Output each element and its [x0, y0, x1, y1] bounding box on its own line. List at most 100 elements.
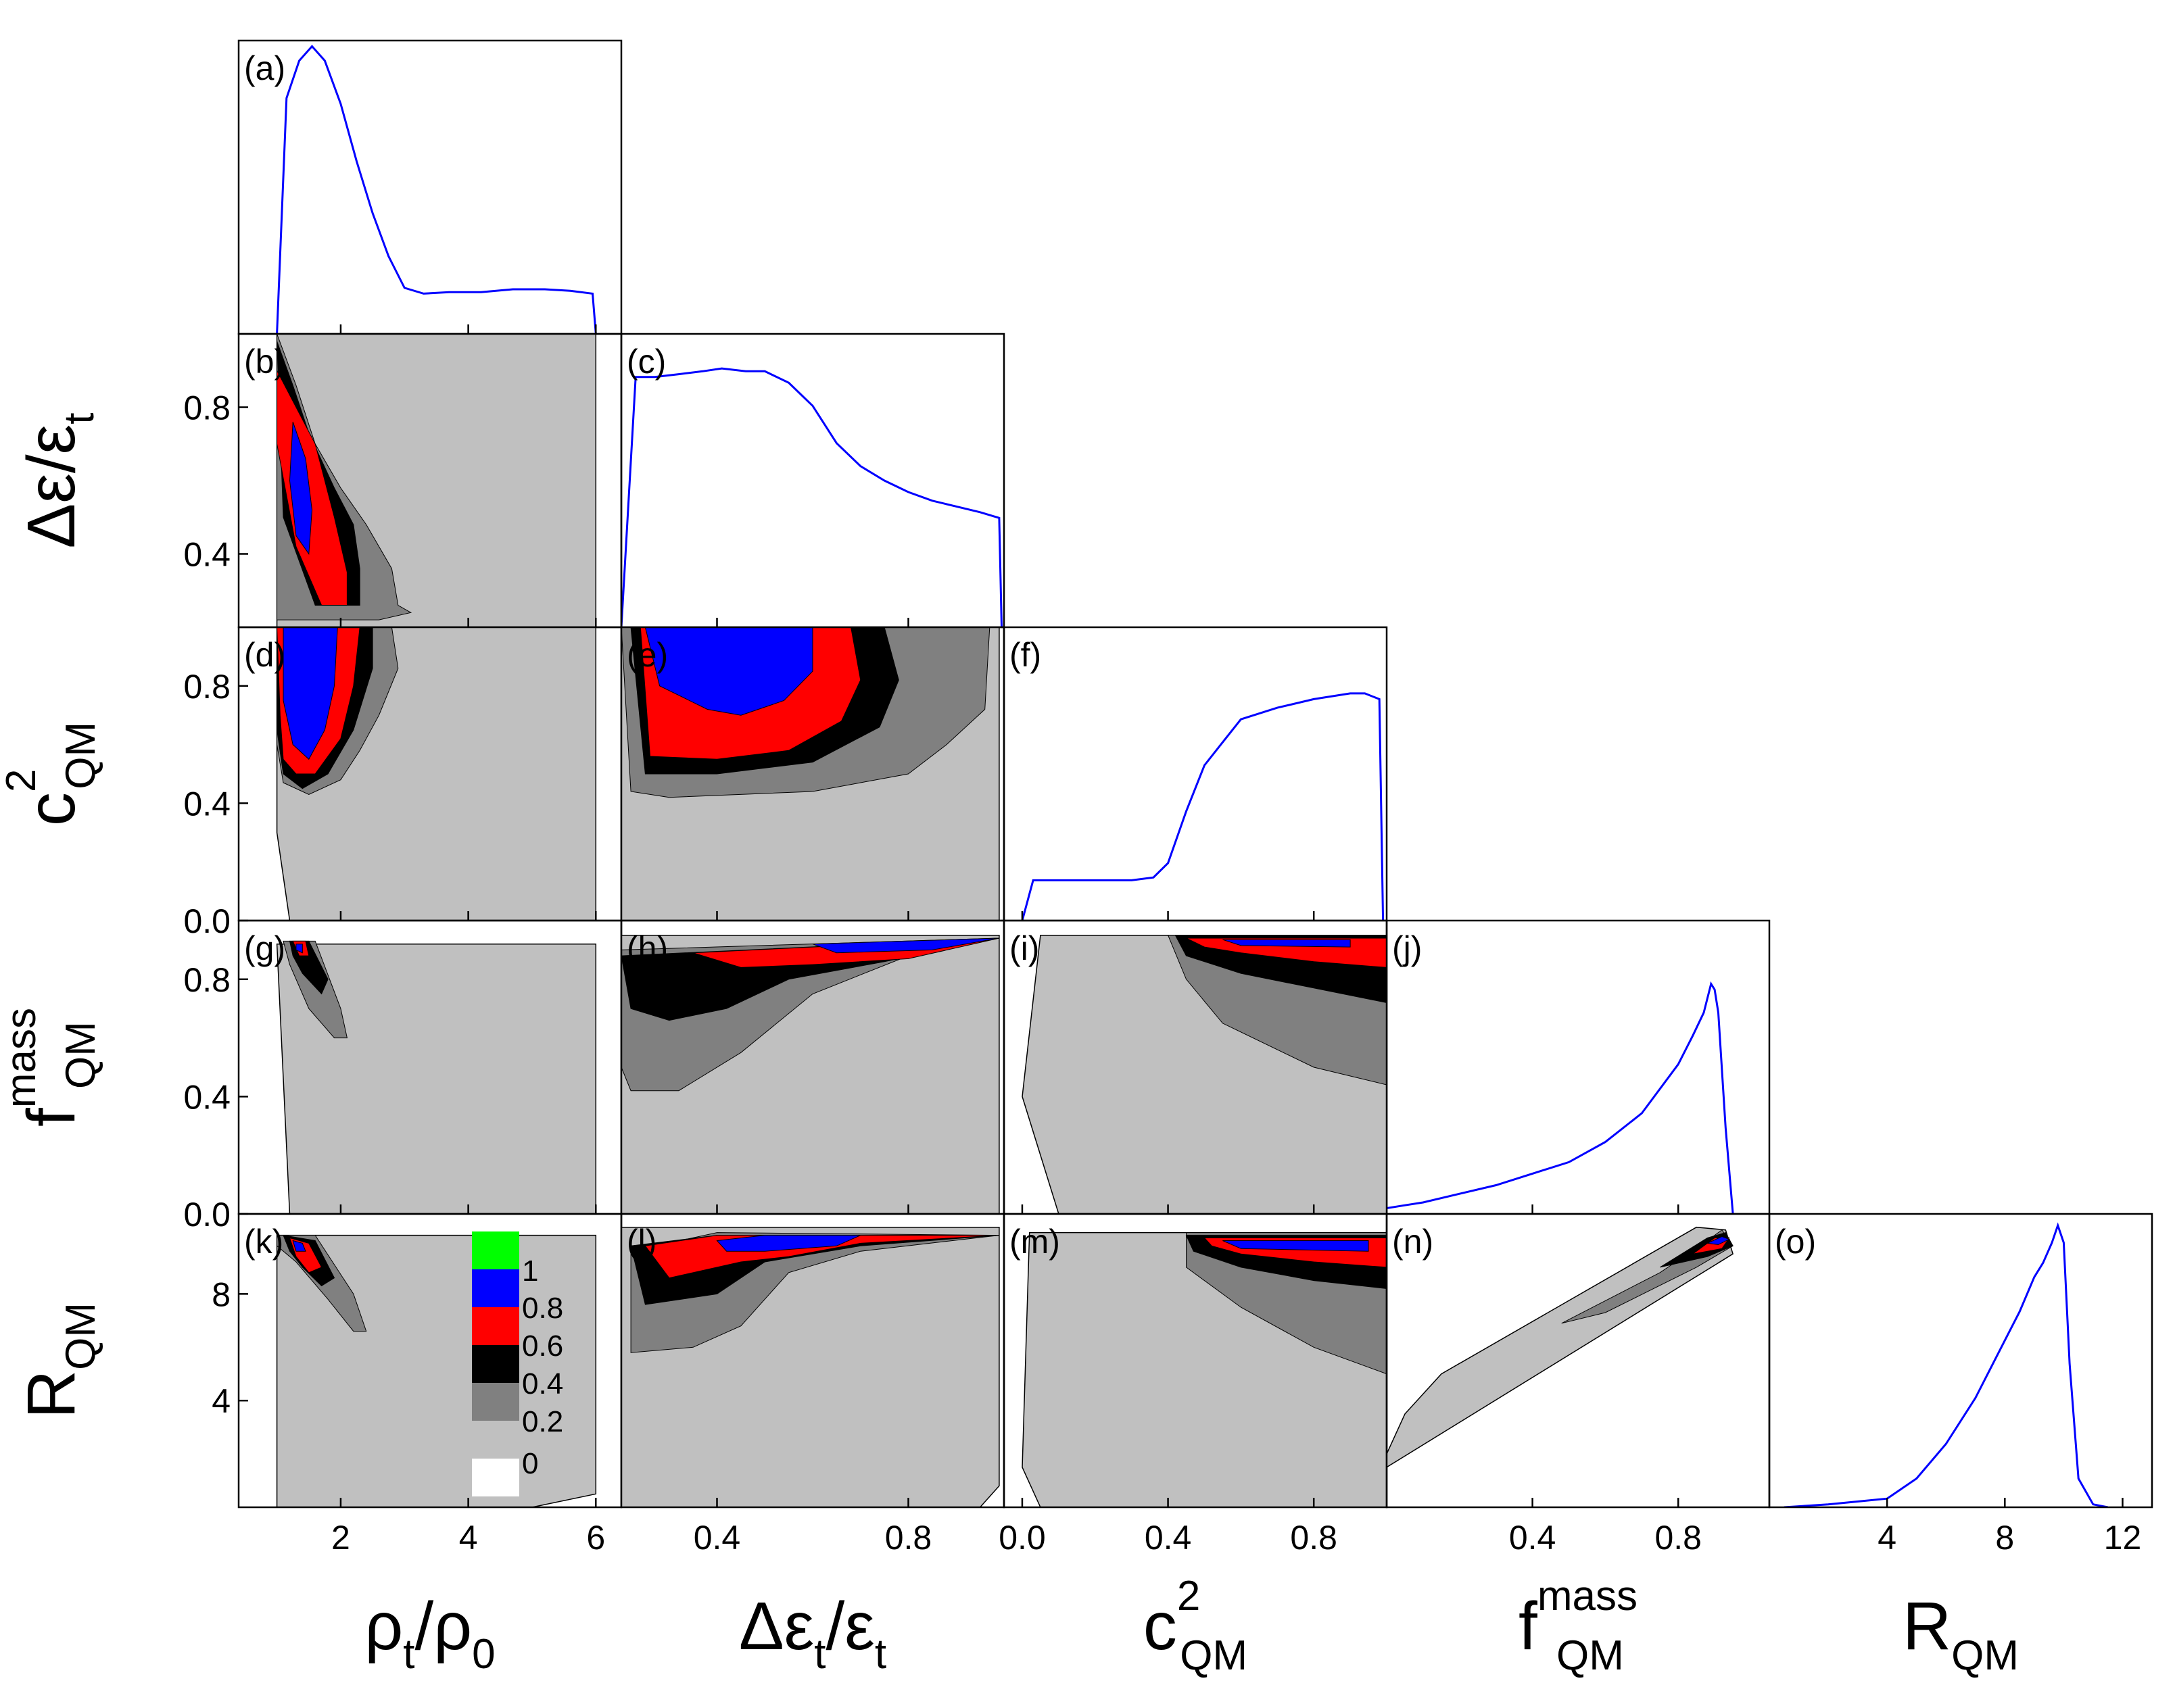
- y-tick-label: 4: [212, 1382, 231, 1420]
- y-axis-title-c2: c2 QM: [0, 722, 104, 826]
- legend-swatch: [472, 1345, 519, 1383]
- panel-label: (j): [1392, 929, 1422, 967]
- panel-label: (m): [1009, 1223, 1060, 1261]
- y-tick-label: 0.4: [183, 1078, 231, 1116]
- x-tick-label: 0.8: [1290, 1519, 1337, 1557]
- contour-blue-g: [295, 944, 303, 954]
- panel-label: (a): [244, 49, 285, 87]
- panel-1-0: 0.4 0.8 (b): [183, 333, 623, 629]
- x-tick-label: 0.4: [694, 1519, 741, 1557]
- panel-label: (n): [1392, 1223, 1433, 1261]
- contour-blue-d: [283, 627, 338, 760]
- panel-label: (b): [244, 343, 285, 381]
- contour-blue-n: [1706, 1236, 1730, 1245]
- panel-3-0: 0.0 0.4 0.8 (g): [183, 919, 623, 1234]
- panel-label: (d): [244, 636, 285, 674]
- panel-4-1: 0.4 0.8 (l): [620, 1213, 1005, 1557]
- svg-text:ρt/ρ0: ρt/ρ0: [364, 1588, 495, 1678]
- x-tick-label: 12: [2104, 1519, 2142, 1557]
- panel-label: (k): [244, 1223, 283, 1261]
- y-tick-label: 0.8: [183, 961, 231, 999]
- svg-text:RQM: RQM: [1903, 1588, 2019, 1679]
- contour-blue-l: [716, 1235, 861, 1252]
- panel-label: (h): [627, 929, 668, 967]
- y-tick-label: 0.8: [183, 668, 231, 706]
- panel-2-2: (f): [1003, 626, 1388, 922]
- x-tick-label: 0.4: [1145, 1519, 1192, 1557]
- legend-label: 0.2: [522, 1405, 563, 1438]
- marginal-line-o: [1784, 1222, 2108, 1507]
- x-tick-label: 0.0: [999, 1519, 1046, 1557]
- x-axis-title-rho: ρt/ρ0: [364, 1588, 495, 1678]
- y-tick-label: 0.4: [183, 536, 231, 574]
- y-tick-label: 8: [212, 1275, 231, 1313]
- support-region-g: [276, 943, 597, 1214]
- contour-blue-i: [1222, 939, 1351, 948]
- panel-frame: [1385, 1213, 1771, 1509]
- x-tick-label: 0.8: [885, 1519, 932, 1557]
- legend-label: 1: [522, 1254, 538, 1288]
- y-axis-title-f: fmass QM: [0, 1008, 104, 1127]
- panel-0-0: (a): [237, 39, 623, 335]
- y-axis-title-deps: Δε/εt: [14, 413, 103, 549]
- legend-label: 0: [522, 1447, 538, 1480]
- panel-label: (g): [244, 929, 285, 967]
- x-tick-label: 4: [1878, 1519, 1896, 1557]
- x-tick-label: 2: [331, 1519, 350, 1557]
- panel-4-2: 0.0 0.4 0.8 (m): [999, 1213, 1388, 1557]
- x-tick-label: 6: [586, 1519, 605, 1557]
- legend-swatch: [472, 1269, 519, 1307]
- x-tick-label: 0.4: [1509, 1519, 1556, 1557]
- y-tick-label: 0.4: [183, 785, 231, 823]
- panel-label: (o): [1775, 1223, 1816, 1261]
- marginal-line-a: [276, 45, 597, 334]
- svg-text:RQM: RQM: [14, 1302, 104, 1419]
- panel-frame: [1385, 919, 1771, 1215]
- contour-legend: 1 0.8 0.6 0.4 0.2 0: [472, 1231, 563, 1496]
- x-axis-title-c2: c2 QM: [1143, 1573, 1247, 1679]
- contour-blue-k: [292, 1240, 306, 1252]
- legend-swatch: [472, 1459, 519, 1496]
- panel-label: (i): [1009, 929, 1039, 967]
- panel-label: (c): [627, 343, 666, 381]
- panel-3-2: (i): [1003, 919, 1388, 1215]
- panel-frame: [1003, 626, 1388, 922]
- marginal-line-c: [621, 367, 1003, 627]
- legend-label: 0.4: [522, 1367, 563, 1400]
- panel-2-0: 0.0 0.4 0.8 (d): [183, 626, 623, 940]
- y-tick-label: 0.0: [183, 1196, 231, 1234]
- y-tick-label: 0.0: [183, 902, 231, 940]
- panel-2-1: (e): [620, 626, 1005, 922]
- svg-text:Δεt/εt: Δεt/εt: [739, 1588, 886, 1678]
- panel-3-1: (h): [620, 919, 1005, 1215]
- marginal-line-j: [1387, 981, 1734, 1214]
- panel-4-3: 0.4 0.8 (n): [1385, 1213, 1771, 1557]
- svg-text:Δε/εt: Δε/εt: [14, 413, 103, 549]
- x-tick-label: 8: [1995, 1519, 2014, 1557]
- legend-swatch: [472, 1231, 519, 1269]
- contour-blue-h: [812, 937, 999, 954]
- panel-label: (l): [627, 1223, 656, 1261]
- x-axis-title-f: fmass QM: [1519, 1573, 1638, 1679]
- x-axis-title-R: RQM: [1903, 1588, 2019, 1679]
- panel-frame: [1768, 1213, 2153, 1509]
- x-tick-label: 4: [459, 1519, 478, 1557]
- panel-4-4: 4 8 12 (o): [1768, 1213, 2153, 1557]
- contour-blue-b: [289, 422, 313, 555]
- panel-3-3: (j): [1385, 919, 1771, 1215]
- x-axis-title-deps: Δεt/εt: [739, 1588, 886, 1678]
- y-axis-title-R: RQM: [14, 1302, 104, 1419]
- y-tick-label: 0.8: [183, 389, 231, 427]
- legend-label: 0.8: [522, 1292, 563, 1325]
- legend-swatch: [472, 1307, 519, 1345]
- contour-blue-e: [644, 627, 813, 716]
- marginal-line-f: [1021, 692, 1385, 921]
- panel-label: (f): [1009, 636, 1041, 674]
- panel-1-1: (c): [620, 333, 1005, 629]
- legend-label: 0.6: [522, 1329, 563, 1363]
- panel-label: (e): [627, 636, 668, 674]
- contour-blue-m: [1222, 1240, 1369, 1252]
